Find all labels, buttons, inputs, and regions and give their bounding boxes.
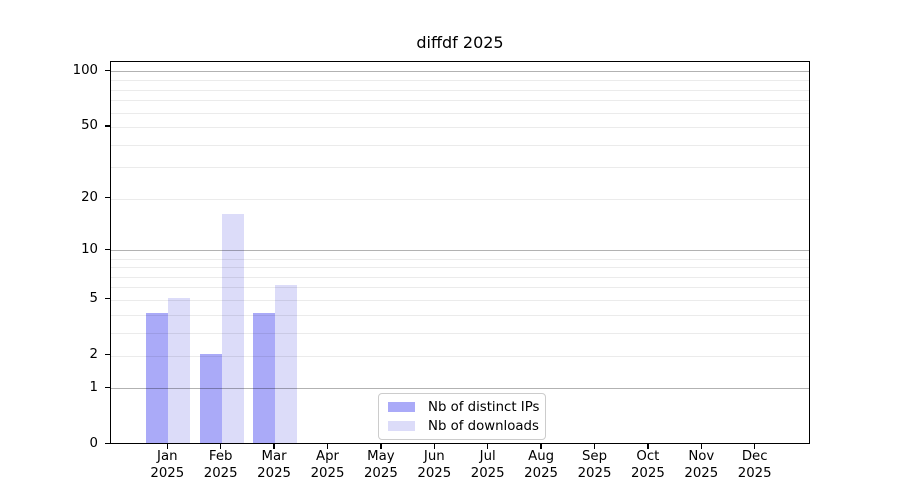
x-tick-label-sep: Sep 2025 [564, 449, 626, 482]
y-tick-label: 50 [81, 117, 98, 133]
x-tick-label-jul: Jul 2025 [457, 449, 519, 482]
minor-gridline [111, 314, 809, 316]
x-tick-month: Apr [315, 449, 339, 464]
x-tick-label-aug: Aug 2025 [510, 449, 572, 482]
minor-gridline [111, 287, 809, 289]
x-tick-mark [380, 443, 382, 449]
legend-item-distinct-ips: Nb of distinct IPs [388, 399, 540, 415]
x-tick-mark [166, 443, 168, 449]
x-tick-mark [540, 443, 542, 449]
x-tick-year: 2025 [737, 465, 772, 481]
x-tick-month: Nov [688, 449, 715, 464]
x-tick-year: 2025 [310, 465, 345, 481]
y-tick-mark [104, 442, 110, 445]
y-tick-label: 100 [72, 62, 98, 78]
x-tick-month: Sep [581, 449, 608, 464]
major-gridline [111, 250, 809, 252]
y-tick-label: 2 [89, 346, 98, 362]
x-tick-mark [593, 443, 596, 449]
minor-gridline [111, 276, 809, 278]
x-tick-year: 2025 [470, 465, 505, 481]
x-tick-month: Jul [479, 449, 496, 464]
minor-gridline [111, 100, 809, 102]
y-tick-mark [104, 125, 110, 127]
x-tick-month: Aug [528, 449, 555, 464]
legend-label-distinct-ips: Nb of distinct IPs [428, 399, 540, 415]
x-tick-mark [273, 443, 275, 449]
bar-nb-of-downloads-jan [168, 297, 191, 443]
y-tick-mark [104, 70, 110, 72]
x-tick-label-nov: Nov 2025 [670, 449, 732, 482]
x-tick-year: 2025 [363, 465, 398, 481]
x-tick-label-jan: Jan 2025 [136, 449, 198, 482]
y-tick-label: 20 [81, 189, 98, 205]
x-tick-month: Jun [423, 449, 445, 464]
bar-nb-of-distinct-ips-mar [253, 312, 276, 443]
x-tick-year: 2025 [417, 465, 452, 481]
chart-title: diffdf 2025 [416, 33, 504, 52]
major-gridline [111, 71, 809, 73]
minor-gridline [111, 198, 809, 200]
x-tick-month: Mar [261, 449, 287, 464]
y-tick-mark [104, 298, 110, 300]
x-tick-month: May [367, 449, 395, 464]
minor-gridline [111, 355, 809, 357]
legend-swatch-downloads-icon [388, 421, 415, 431]
x-tick-year: 2025 [257, 465, 292, 481]
y-tick-mark [104, 249, 110, 251]
x-tick-mark [220, 443, 222, 449]
minor-gridline [111, 258, 809, 260]
legend: Nb of distinct IPs Nb of downloads [378, 393, 546, 440]
x-tick-year: 2025 [203, 465, 238, 481]
x-tick-year: 2025 [150, 465, 185, 481]
x-tick-year: 2025 [524, 465, 559, 481]
x-tick-year: 2025 [577, 465, 612, 481]
bar-nb-of-downloads-mar [275, 285, 298, 443]
x-tick-label-mar: Mar 2025 [243, 449, 305, 482]
y-tick-label: 0 [89, 435, 98, 451]
bar-nb-of-downloads-feb [221, 213, 244, 443]
legend-item-downloads: Nb of downloads [388, 418, 539, 434]
x-tick-mark [487, 443, 489, 449]
plot-area [110, 61, 810, 444]
minor-gridline [111, 144, 809, 146]
x-tick-label-apr: Apr 2025 [297, 449, 359, 482]
x-tick-month: Dec [741, 449, 768, 464]
x-tick-year: 2025 [630, 465, 665, 481]
major-gridline [111, 387, 809, 390]
y-tick-mark [104, 354, 110, 356]
minor-gridline [111, 126, 809, 128]
x-tick-label-jun: Jun 2025 [403, 449, 465, 482]
minor-gridline [111, 112, 809, 114]
minor-gridline [111, 299, 809, 301]
x-tick-mark [433, 443, 435, 449]
x-tick-label-may: May 2025 [350, 449, 412, 482]
x-tick-year: 2025 [684, 465, 719, 481]
bar-nb-of-distinct-ips-feb [199, 353, 222, 443]
x-tick-mark [700, 443, 702, 449]
y-tick-mark [104, 196, 110, 199]
y-tick-label: 1 [89, 379, 98, 395]
y-tick-label: 10 [81, 241, 98, 257]
x-tick-mark [326, 443, 329, 449]
x-tick-label-oct: Oct 2025 [617, 449, 679, 482]
legend-swatch-distinct-ips-icon [388, 402, 415, 412]
x-tick-label-feb: Feb 2025 [190, 449, 252, 482]
x-tick-mark [647, 443, 649, 449]
x-tick-label-dec: Dec 2025 [724, 449, 786, 482]
y-tick-mark [104, 386, 110, 389]
legend-label-downloads: Nb of downloads [428, 418, 539, 434]
minor-gridline [111, 332, 809, 334]
x-tick-month: Jan [157, 449, 178, 464]
minor-gridline [111, 80, 809, 82]
minor-gridline [111, 267, 809, 269]
minor-gridline [111, 167, 809, 169]
x-tick-month: Oct [636, 449, 660, 464]
x-tick-mark [754, 443, 756, 449]
bar-nb-of-distinct-ips-jan [146, 312, 169, 443]
y-tick-label: 5 [89, 290, 98, 306]
x-tick-month: Feb [208, 449, 233, 464]
minor-gridline [111, 89, 809, 91]
